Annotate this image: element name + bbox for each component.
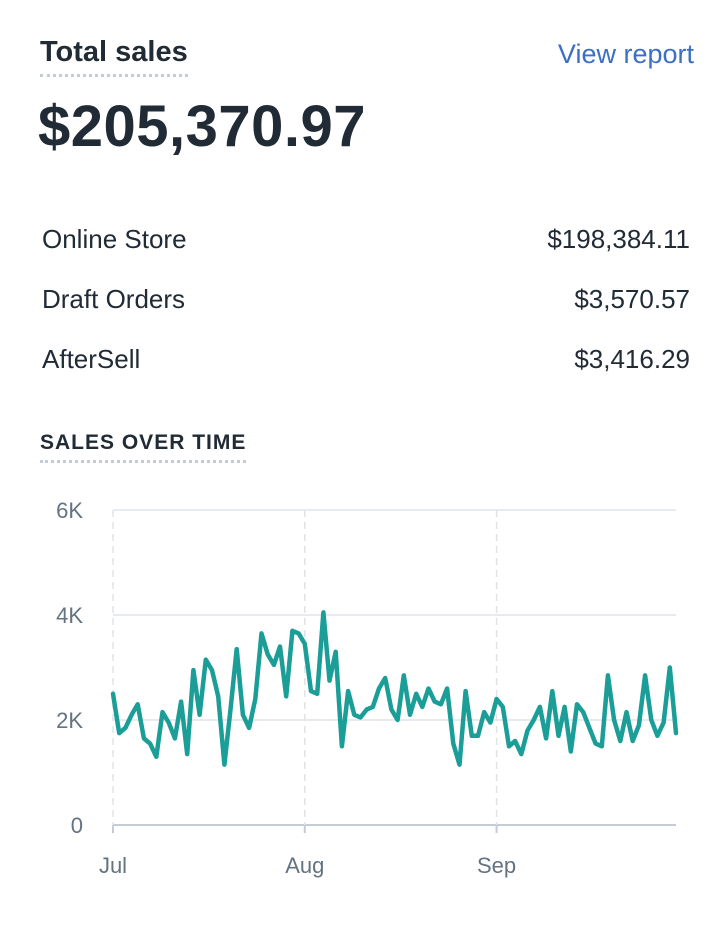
breakdown-row-aftersell: AfterSell $3,416.29 [42,338,690,398]
sales-series-line [110,610,679,767]
breakdown-value: $3,416.29 [574,344,690,374]
breakdown-row-draft-orders: Draft Orders $3,570.57 [42,278,690,338]
chart-grid [112,509,676,833]
breakdown-row-online-store: Online Store $198,384.11 [42,218,690,278]
breakdown-label: Online Store [42,224,187,254]
y-tick-label: 2K [56,708,83,733]
chart-series [110,610,679,767]
sales-over-time-title[interactable]: SALES OVER TIME [40,430,247,463]
total-sales-value: $205,370.97 [38,94,367,159]
y-tick-label: 6K [56,498,83,523]
y-tick-label: 4K [56,603,83,628]
card-title[interactable]: Total sales [40,34,188,77]
chart-axis-labels: 0 2K 4K 6K Jul Aug Sep [56,498,516,878]
breakdown-value: $3,570.57 [574,284,690,314]
y-tick-label: 0 [71,813,83,838]
breakdown-label: Draft Orders [42,284,186,314]
x-tick-label: Aug [285,853,324,878]
sales-over-time-chart: 0 2K 4K 6K Jul Aug Sep [56,498,679,878]
breakdown-label: AfterSell [42,344,141,374]
sales-channel-breakdown: Online Store $198,384.11 Draft Orders $3… [42,218,690,398]
breakdown-value: $198,384.11 [547,224,690,254]
x-tick-label: Jul [99,853,127,878]
view-report-link[interactable]: View report [557,39,694,69]
card-header: Total sales View report [40,34,694,77]
x-tick-label: Sep [477,853,516,878]
